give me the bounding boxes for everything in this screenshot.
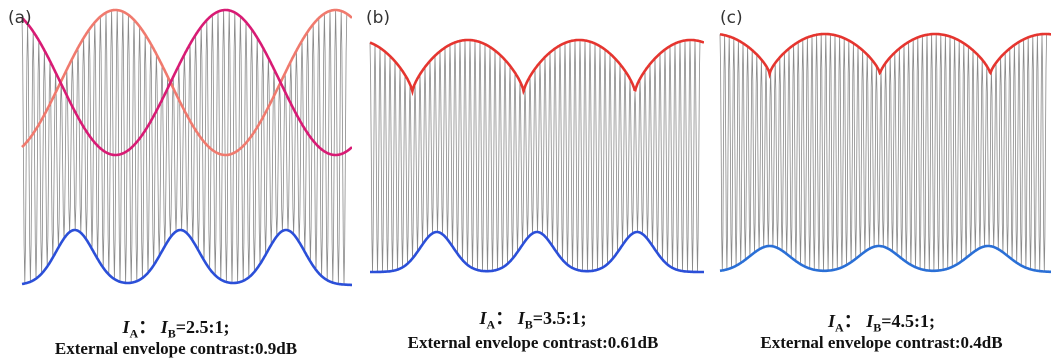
contrast-caption-c: External envelope contrast:0.4dB (760, 333, 1003, 352)
ratio-value-b: =3.5:1; (532, 308, 587, 328)
panel-b: (b) IA： IB=3.5:1; External envelope cont… (362, 0, 704, 361)
waveform-plot-b (369, 38, 704, 274)
panel-a: (a) IA： IB=2.5:1; External envelope cont… (0, 0, 352, 361)
middle-envelope (21, 8, 352, 157)
symbol-i: I (122, 317, 130, 337)
symbol-sub-b: B (873, 320, 882, 335)
carrier-waveform (21, 9, 348, 285)
symbol-sub-b: B (524, 317, 533, 332)
lower-envelope (719, 244, 1051, 274)
separator: ： (843, 311, 862, 331)
upper-envelope (719, 32, 1051, 79)
symbol-sub-a: A (486, 317, 496, 332)
symbol-i: I (517, 308, 525, 328)
symbol-i: I (479, 308, 487, 328)
lower-envelope (21, 228, 352, 287)
contrast-caption-b: External envelope contrast:0.61dB (407, 333, 659, 352)
symbol-sub-b: B (167, 326, 176, 341)
panel-label-b: (b) (366, 8, 391, 28)
symbol-i: I (828, 311, 836, 331)
symbol-i: I (160, 317, 168, 337)
symbol-sub-a: A (129, 326, 139, 341)
lower-envelope (370, 230, 704, 274)
waveform-plot-c (719, 32, 1051, 274)
symbol-i: I (866, 311, 874, 331)
panel-c: (c) IA： IB=4.5:1; External envelope cont… (712, 0, 1051, 361)
separator: ： (495, 308, 514, 328)
upper-envelope (21, 8, 352, 157)
separator: ： (138, 317, 157, 337)
ratio-caption-c: IA： IB=4.5:1; (712, 307, 1051, 336)
symbol-sub-a: A (835, 320, 844, 335)
upper-envelope (369, 38, 704, 97)
panel-label-a: (a) (8, 8, 32, 28)
ratio-value-a: =2.5:1; (175, 317, 230, 337)
ratio-value-c: =4.5:1; (881, 311, 935, 331)
contrast-caption-a: External envelope contrast:0.9dB (54, 339, 298, 358)
ratio-caption-a: IA： IB=2.5:1; (0, 313, 352, 342)
waveform-plot-a (21, 8, 352, 287)
ratio-caption-b: IA： IB=3.5:1; (362, 304, 704, 333)
panel-label-c: (c) (720, 8, 743, 28)
